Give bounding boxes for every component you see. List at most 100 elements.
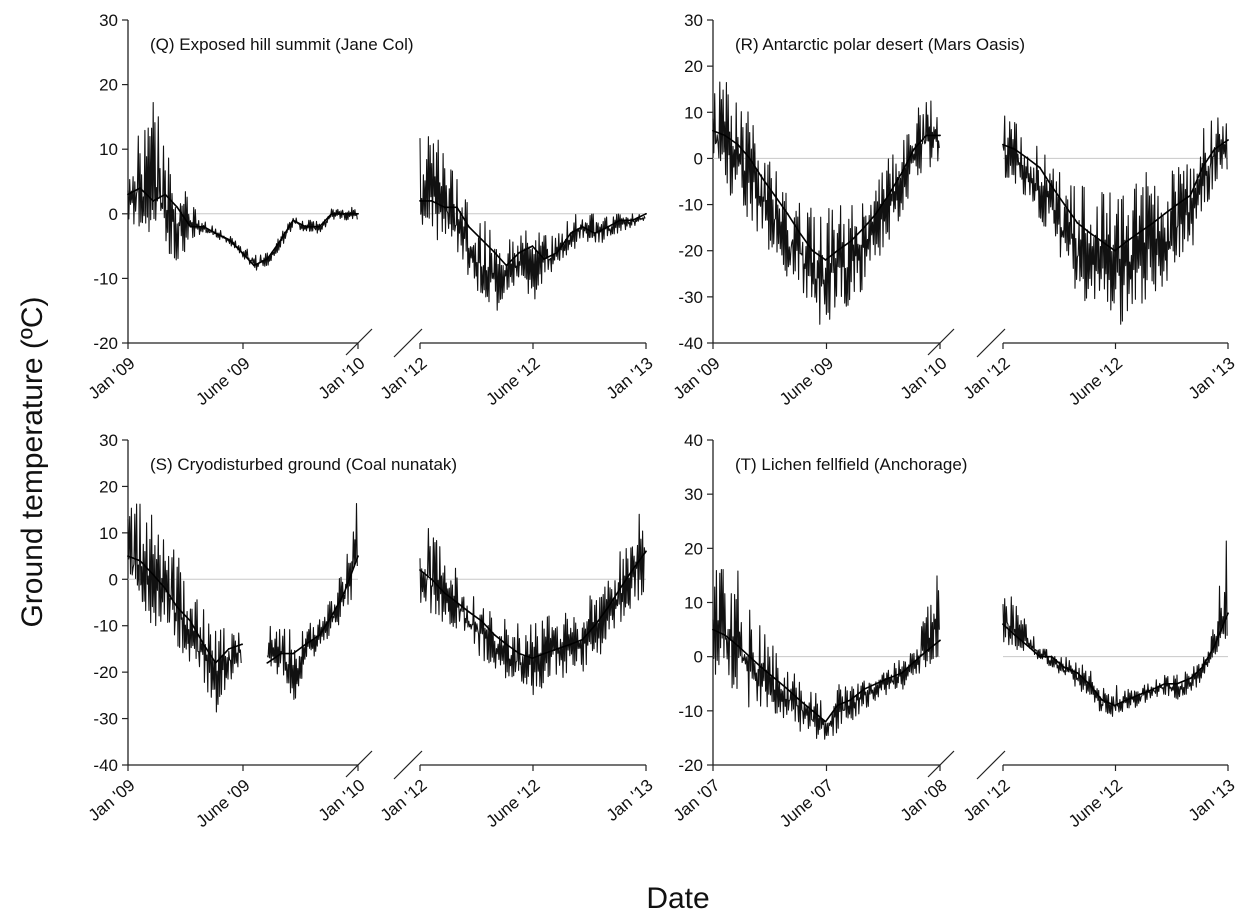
x-tick-label: Jan '13 xyxy=(603,776,657,825)
data-point xyxy=(811,709,814,712)
data-point xyxy=(723,134,726,137)
y-tick-label: -20 xyxy=(678,756,703,775)
data-point xyxy=(330,212,333,215)
data-point xyxy=(443,592,446,595)
data-point xyxy=(1101,699,1103,701)
data-point xyxy=(875,682,877,685)
data-point xyxy=(798,699,801,701)
series-range-trace xyxy=(266,502,358,700)
data-point xyxy=(593,232,596,235)
data-point xyxy=(176,606,179,608)
data-point xyxy=(1201,666,1204,669)
data-point xyxy=(901,672,903,674)
data-point xyxy=(227,238,230,241)
panel-title: (R) Antarctic polar desert (Mars Oasis) xyxy=(735,35,1025,54)
data-point xyxy=(824,259,827,261)
x-tick-label: Jan '12 xyxy=(377,776,431,825)
data-point xyxy=(176,206,179,209)
data-point xyxy=(430,578,433,581)
data-point xyxy=(712,129,714,132)
series-range-trace xyxy=(419,136,646,311)
data-point xyxy=(456,206,458,209)
panel-q: (Q) Exposed hill summit (Jane Col) -20 -1… xyxy=(85,11,657,409)
x-tick-label: Jan '12 xyxy=(960,354,1014,403)
panel-r: (R) Antarctic polar desert (Mars Oasis) … xyxy=(670,11,1239,409)
data-point xyxy=(887,194,890,197)
data-point xyxy=(1026,157,1029,160)
axis-break-mark xyxy=(345,750,373,778)
panel-title: (S) Cryodisturbed ground (Coal nunatak) xyxy=(150,455,457,474)
data-point xyxy=(863,688,865,691)
panel-t: (T) Lichen fellfield (Anchorage) -20 -10 0… xyxy=(670,431,1239,831)
data-point xyxy=(139,187,141,189)
data-point xyxy=(1063,203,1066,206)
data-point xyxy=(1114,249,1116,252)
data-point xyxy=(1039,166,1041,169)
data-point xyxy=(330,615,333,618)
y-tick-label: 30 xyxy=(99,431,118,450)
x-tick-label: Jan '08 xyxy=(897,776,951,825)
data-point xyxy=(280,652,282,655)
data-point xyxy=(543,652,545,655)
y-tick-label: -10 xyxy=(678,702,703,721)
data-point xyxy=(1152,222,1154,224)
data-point xyxy=(531,657,534,660)
data-point xyxy=(430,200,433,202)
data-point xyxy=(849,699,852,701)
y-tick-label: 30 xyxy=(684,485,703,504)
data-point xyxy=(939,134,941,137)
data-point xyxy=(619,587,621,590)
data-point xyxy=(152,200,155,202)
y-tick-label: 10 xyxy=(99,524,118,543)
data-point xyxy=(493,634,496,636)
x-tick-label: Jan '12 xyxy=(377,354,431,403)
axis-break-mark xyxy=(393,750,423,780)
y-tick-label: 10 xyxy=(684,594,703,613)
data-point xyxy=(849,240,852,243)
x-tick-label: Jan '07 xyxy=(670,776,724,825)
data-point xyxy=(1163,212,1166,215)
data-point xyxy=(569,232,572,235)
data-point xyxy=(863,226,865,229)
data-point xyxy=(760,176,763,178)
data-point xyxy=(1076,222,1079,224)
data-point xyxy=(1138,231,1141,234)
data-point xyxy=(631,219,634,222)
y-tick-label: -40 xyxy=(93,756,118,775)
data-point xyxy=(357,212,359,215)
data-point xyxy=(569,643,572,646)
data-point xyxy=(875,212,877,215)
y-tick-label: 20 xyxy=(99,477,118,496)
x-tick-label: June '12 xyxy=(483,354,544,410)
y-tick-label: -20 xyxy=(93,663,118,682)
data-point xyxy=(419,200,421,202)
data-point xyxy=(518,652,521,655)
y-tick-label: 0 xyxy=(694,149,703,168)
x-tick-label: Jan '12 xyxy=(960,776,1014,825)
series-range-trace xyxy=(1002,540,1228,717)
data-point xyxy=(1189,677,1192,680)
data-point xyxy=(253,264,255,267)
y-tick-label: -20 xyxy=(93,334,118,353)
data-point xyxy=(773,194,776,197)
data-point xyxy=(189,620,192,622)
y-tick-label: -30 xyxy=(678,288,703,307)
data-point xyxy=(318,634,321,636)
data-point xyxy=(1189,194,1192,197)
data-point xyxy=(189,225,192,228)
data-point xyxy=(1213,148,1216,151)
data-point xyxy=(280,238,282,241)
data-point xyxy=(645,212,647,215)
panel-title: (T) Lichen fellfield (Anchorage) xyxy=(735,455,967,474)
data-point xyxy=(1026,644,1029,647)
data-point xyxy=(1088,682,1090,685)
data-point xyxy=(556,648,558,650)
data-point xyxy=(737,143,739,146)
data-point xyxy=(518,251,521,254)
y-axis-title: Ground temperature (ºC) xyxy=(16,296,49,627)
data-point xyxy=(712,628,714,631)
series-line xyxy=(1002,612,1229,707)
x-tick-label: June '12 xyxy=(1065,354,1126,410)
x-tick-label: Jan '09 xyxy=(670,354,724,403)
data-point xyxy=(786,688,789,691)
